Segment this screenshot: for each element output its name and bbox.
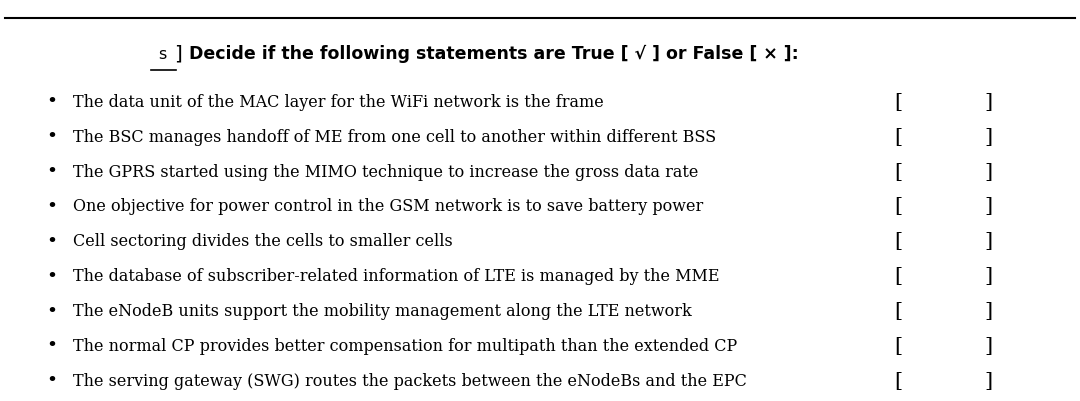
Text: ]: ] [984,372,993,391]
Text: [: [ [894,302,903,321]
Text: [: [ [894,372,903,391]
Text: ]: ] [984,267,993,286]
Text: [: [ [894,232,903,251]
Text: ]: ] [984,93,993,112]
Text: The data unit of the MAC layer for the WiFi network is the frame: The data unit of the MAC layer for the W… [73,94,604,111]
Text: The BSC manages handoff of ME from one cell to another within different BSS: The BSC manages handoff of ME from one c… [73,129,716,146]
Text: [: [ [894,128,903,147]
Text: Cell sectoring divides the cells to smaller cells: Cell sectoring divides the cells to smal… [73,233,454,250]
Text: One objective for power control in the GSM network is to save battery power: One objective for power control in the G… [73,198,704,215]
Text: ]: ] [984,162,993,182]
Text: [: [ [894,197,903,217]
Text: ]: ] [984,302,993,321]
Text: Decide if the following statements are True [ √ ] or False [ × ]:: Decide if the following statements are T… [189,45,799,63]
Text: ]: ] [984,128,993,147]
Text: The database of subscriber-related information of LTE is managed by the MME: The database of subscriber-related infor… [73,268,720,285]
Text: •: • [46,233,57,251]
Text: s: s [158,47,166,62]
Text: •: • [46,128,57,146]
Text: The normal CP provides better compensation for multipath than the extended CP: The normal CP provides better compensati… [73,338,738,355]
Text: •: • [46,198,57,216]
Text: ]: ] [174,45,181,64]
Text: •: • [46,303,57,320]
Text: The serving gateway (SWG) routes the packets between the eNodeBs and the EPC: The serving gateway (SWG) routes the pac… [73,373,747,390]
Text: The eNodeB units support the mobility management along the LTE network: The eNodeB units support the mobility ma… [73,303,692,320]
Text: ]: ] [984,197,993,217]
Text: •: • [46,338,57,355]
Text: The GPRS started using the MIMO technique to increase the gross data rate: The GPRS started using the MIMO techniqu… [73,164,699,180]
Text: •: • [46,268,57,286]
Text: ]: ] [984,232,993,251]
Text: •: • [46,163,57,181]
Text: [: [ [894,267,903,286]
Text: [: [ [894,337,903,356]
Text: [: [ [894,93,903,112]
Text: •: • [46,373,57,390]
Text: •: • [46,93,57,111]
Text: ]: ] [984,337,993,356]
Text: [: [ [894,162,903,182]
